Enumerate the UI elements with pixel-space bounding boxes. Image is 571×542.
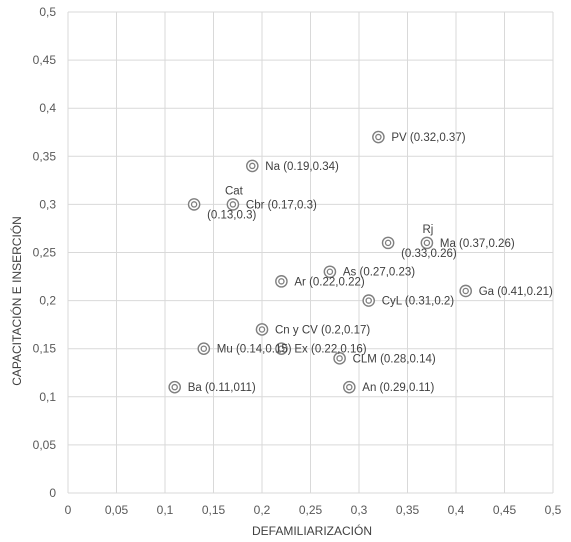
point-label: Ga (0.41,0.21) [479, 286, 553, 298]
data-point [187, 198, 201, 211]
data-point [323, 265, 337, 279]
y-tick-label: 0,35 [33, 149, 57, 163]
point-labels: PV (0.32,0.37) Na (0.19,0.34) (0.13,0.3)Cb… [188, 132, 553, 394]
x-tick-label: 0,45 [493, 503, 517, 517]
point-label: CLM (0.28,0.14) [353, 353, 436, 365]
x-axis-title: DEFAMILIARIZACIÓN [252, 523, 372, 538]
data-point [197, 342, 211, 356]
y-tick-label: 0 [49, 486, 56, 500]
x-tick-label: 0,2 [254, 503, 271, 517]
data-point [275, 275, 288, 288]
y-tick-label: 0,4 [39, 101, 56, 115]
data-point [168, 380, 181, 394]
data-point [226, 198, 240, 211]
data-point [245, 159, 259, 173]
point-label: Ar (0.22,0.22) [294, 276, 364, 288]
point-label: CyL (0.31,0.2) [382, 296, 455, 308]
y-tick-label: 0,45 [33, 53, 57, 67]
data-points [168, 130, 473, 394]
point-label: PV (0.32,0.37) [391, 132, 465, 144]
point-label: An (0.29,0.11) [362, 382, 434, 394]
x-tick-label: 0,1 [157, 503, 174, 517]
point-label: Ba (0.11,011) [188, 382, 256, 394]
point-label: As (0.27,0.23) [343, 267, 415, 279]
x-tick-label: 0,05 [105, 503, 129, 517]
point-label: (0.33,0.26) [401, 248, 457, 260]
point-label: Cbr (0.17,0.3) [246, 199, 317, 211]
x-tick-label: 0,25 [299, 503, 323, 517]
point-label: Cat [225, 185, 244, 197]
data-point [372, 130, 385, 144]
x-tick-label: 0,35 [396, 503, 420, 517]
x-tick-label: 0,5 [545, 503, 562, 517]
point-label: Cn y CV (0.2,0.17) [275, 324, 370, 336]
point-label: Rj [422, 224, 433, 236]
data-point [342, 380, 356, 394]
point-label: Mu (0.14,0.15) [217, 344, 292, 356]
x-tick-label: 0,3 [351, 503, 368, 517]
data-point [255, 323, 269, 336]
data-point [362, 294, 376, 307]
data-point [275, 342, 288, 356]
x-tick-label: 0,4 [448, 503, 465, 517]
y-axis-title: CAPACITACIÓN E INSERCIÓN [9, 216, 24, 386]
y-tick-label: 0,5 [39, 5, 56, 19]
data-point [459, 284, 473, 298]
point-label: Na (0.19,0.34) [265, 161, 339, 173]
point-label: (0.13,0.3) [207, 209, 256, 221]
y-tick-label: 0,2 [39, 294, 56, 308]
data-point [333, 352, 346, 365]
x-tick-label: 0 [65, 503, 72, 517]
x-axis-ticks: 0 0,05 0,1 0,15 0,2 0,25 0,3 0,35 0,4 0,45 0,5 [65, 503, 562, 517]
x-tick-label: 0,15 [202, 503, 226, 517]
y-tick-label: 0,05 [33, 438, 57, 452]
y-tick-label: 0,25 [33, 246, 57, 260]
point-label: Ma (0.37,0.26) [440, 238, 515, 250]
y-tick-label: 0,15 [33, 342, 57, 356]
data-point [381, 236, 395, 250]
y-tick-label: 0,3 [39, 197, 56, 211]
y-tick-label: 0,1 [39, 390, 56, 404]
point-label: Ex (0.22,0.16) [294, 344, 366, 356]
grid-lines [67, 11, 554, 494]
data-point [420, 236, 434, 250]
y-axis-ticks: 0 0,05 0,1 0,15 0,2 0,25 0,3 0,35 0,4 0,45 0,5 [33, 5, 57, 500]
